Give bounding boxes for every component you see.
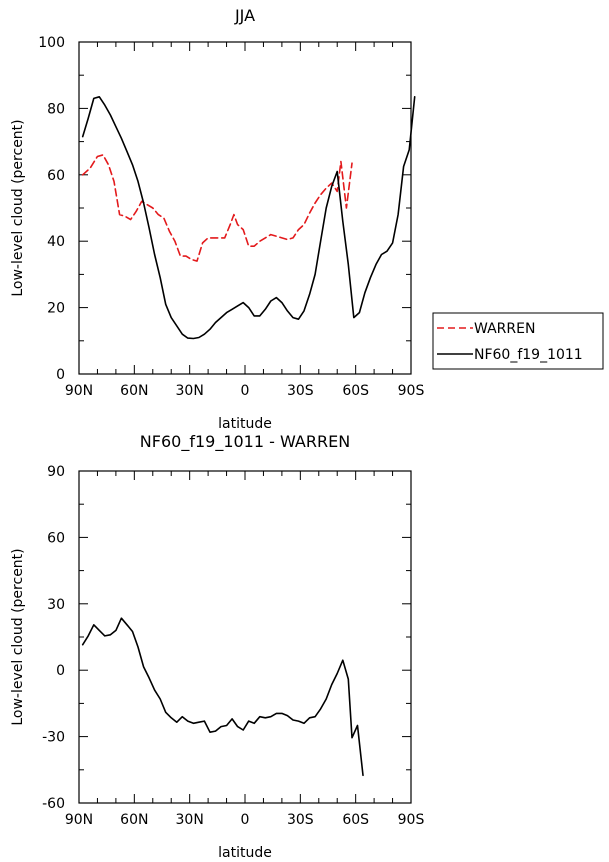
bottom-chart-title: NF60_f19_1011 - WARREN: [140, 432, 350, 452]
bottom-plot-area: 90N 60N 30N 0 30S 60S 90S -60 -30 0 30 60 90: [42, 464, 424, 828]
top-y-tick-label: 40: [47, 234, 65, 250]
bottom-y-tick-label: 60: [47, 530, 65, 546]
top-y-tick-label: 20: [47, 301, 65, 317]
top-series-line-1: [81, 96, 416, 340]
top-panel: JJA 90N 60N 30N 0 30S 60S 90S 0 20 40 60 80 100 lati…: [10, 6, 604, 432]
top-x-tick-label: 30S: [287, 383, 314, 399]
bottom-x-axis-label: latitude: [218, 845, 272, 861]
bottom-x-tick-label: 90N: [65, 812, 93, 828]
top-chart-title: JJA: [234, 6, 255, 25]
bottom-x-tick-label: 30S: [287, 812, 314, 828]
legend-label-nf60: NF60_f19_1011: [474, 347, 583, 363]
bottom-y-axis-label: Low-level cloud (percent): [10, 548, 26, 725]
top-plot-frame: [78, 41, 412, 375]
top-series-line-0: [81, 154, 353, 262]
bottom-y-tick-label: -30: [42, 730, 65, 746]
bottom-x-tick-label: 90S: [398, 812, 425, 828]
top-x-tick-label: 30N: [176, 383, 204, 399]
bottom-x-tick-label: 60S: [342, 812, 369, 828]
top-y-tick-label: 0: [56, 367, 65, 383]
top-y-tick-label: 100: [38, 35, 65, 51]
top-x-axis-label: latitude: [218, 416, 272, 432]
bottom-x-tick-label: 0: [241, 812, 250, 828]
top-x-tick-label: 90N: [65, 383, 93, 399]
top-x-tick-label: 60S: [342, 383, 369, 399]
top-y-axis-label: Low-level cloud (percent): [10, 119, 26, 296]
top-x-tick-label: 90S: [398, 383, 425, 399]
top-x-tick-label: 0: [241, 383, 250, 399]
bottom-y-tick-label: -60: [42, 796, 65, 812]
legend: WARREN NF60_f19_1011: [432, 312, 604, 370]
bottom-panel: NF60_f19_1011 - WARREN 90N 60N 30N 0 30S 60S 9…: [10, 432, 424, 861]
bottom-x-tick-label: 60N: [120, 812, 148, 828]
bottom-y-tick-label: 30: [47, 597, 65, 613]
bottom-series-line-0: [81, 617, 364, 777]
top-plot-area: 90N 60N 30N 0 30S 60S 90S 0 20 40 60 80 100: [38, 35, 424, 399]
bottom-y-tick-label: 0: [56, 663, 65, 679]
legend-label-warren: WARREN: [474, 321, 535, 337]
top-y-tick-label: 60: [47, 168, 65, 184]
legend-box: [432, 312, 604, 370]
top-y-tick-label: 80: [47, 101, 65, 117]
bottom-x-tick-label: 30N: [176, 812, 204, 828]
top-x-tick-label: 60N: [120, 383, 148, 399]
bottom-y-tick-label: 90: [47, 464, 65, 480]
